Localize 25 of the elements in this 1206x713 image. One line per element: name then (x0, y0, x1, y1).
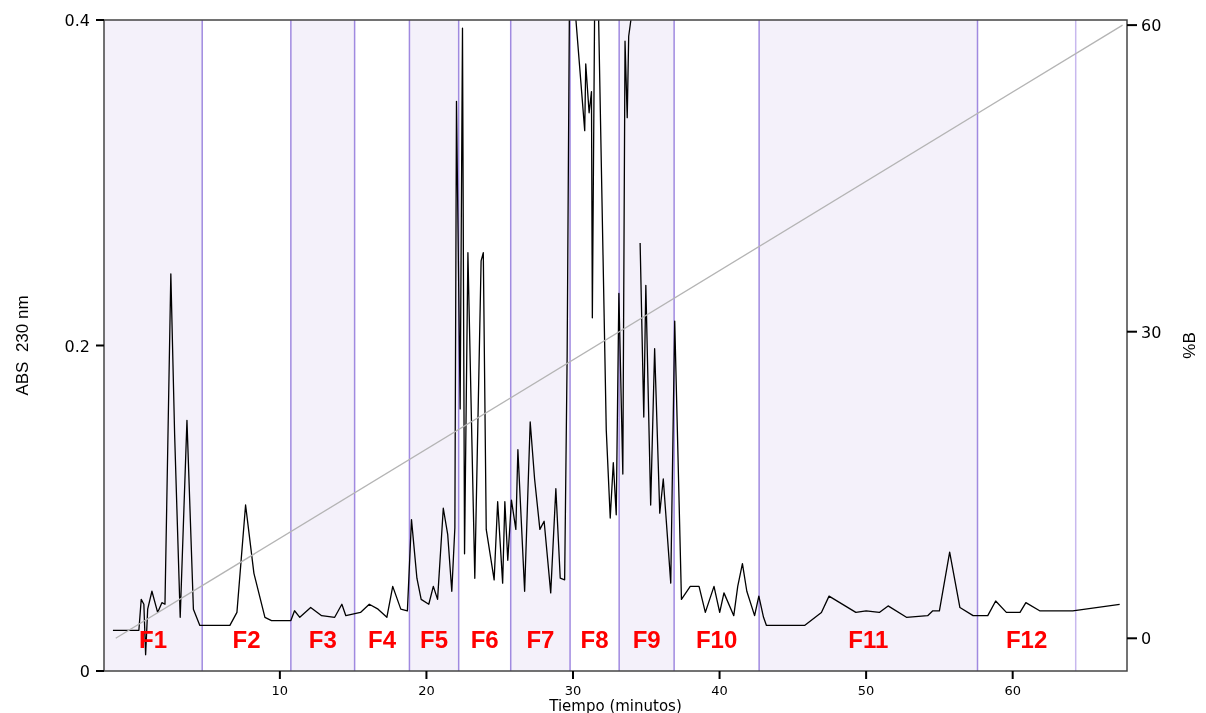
band-label: F5 (420, 626, 449, 654)
annotation: F6 (470, 626, 499, 654)
band-label: F3 (308, 626, 337, 654)
band-label: F11 (848, 626, 889, 654)
annotation: F10 (695, 626, 738, 654)
y2-tick-label: 0 (1141, 629, 1152, 649)
band-label: F7 (526, 626, 555, 654)
y-axis-title: ABS 230 nm (13, 295, 32, 396)
y2-tick-label: 30 (1141, 322, 1162, 342)
x-tick-label: 50 (857, 683, 875, 698)
annotation: F8 (580, 626, 609, 654)
y2-axis-title: %B (1180, 332, 1199, 359)
annotation: F4 (368, 626, 397, 654)
y-tick-label: 0.4 (64, 11, 90, 30)
annotation: F12 (1005, 626, 1048, 654)
x-tick-label: 10 (271, 683, 289, 698)
y-tick-label: 0 (79, 662, 90, 681)
x-tick-label: 40 (711, 683, 728, 698)
y-tick-label: 0.2 (64, 336, 90, 356)
band-label: F9 (632, 626, 661, 654)
x-tick-label: 20 (418, 683, 435, 698)
annotation: F2 (232, 626, 261, 654)
y2-tick-label: 60 (1141, 16, 1162, 36)
x-tick-label: 30 (564, 683, 582, 698)
x-tick-label: 60 (1004, 683, 1021, 698)
